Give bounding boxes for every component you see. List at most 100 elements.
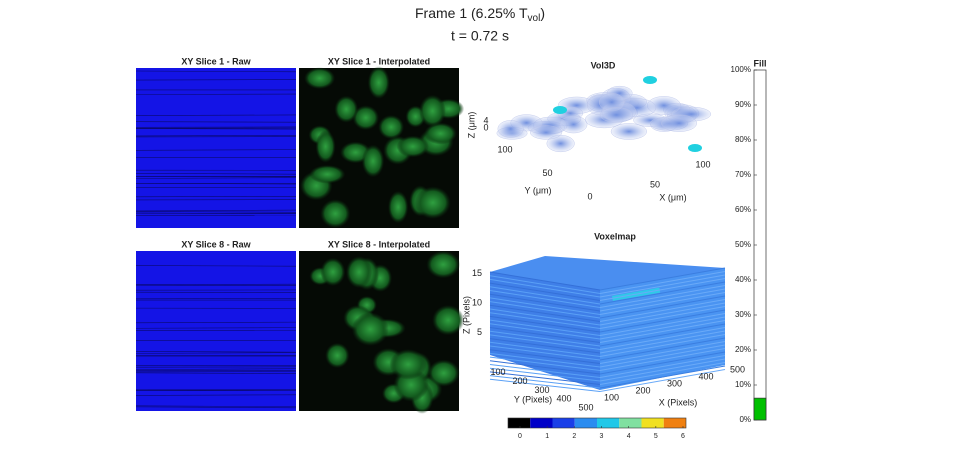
cell: [367, 66, 390, 99]
voxel-stripe: [489, 275, 601, 294]
voxel-stripe: [489, 378, 601, 392]
colorbar-tick-label: 0: [518, 433, 522, 440]
scan-line: [135, 177, 297, 179]
scan-line: [135, 134, 297, 137]
voxel-stripe: [489, 323, 601, 340]
fill-tick-label: 50%: [735, 240, 751, 249]
scan-line: [135, 372, 297, 374]
voxel-stripe: [599, 267, 726, 291]
voxel-stripe: [599, 281, 726, 305]
scan-line: [135, 183, 297, 185]
title-subscript: vol: [528, 13, 541, 24]
slice-images: XY Slice 1 - Raw XY Slice 1 - Interpolate…: [135, 56, 465, 414]
voxel-stripe: [489, 330, 601, 347]
y-tick-label: 100: [497, 144, 512, 154]
x-tick-label: 100: [604, 392, 619, 402]
cell: [378, 114, 405, 140]
voxel-stripe: [599, 362, 726, 385]
vol3d-title: Vol3D: [591, 60, 616, 70]
voxel-stripe: [599, 358, 726, 382]
y-tick-label: 100: [490, 367, 505, 377]
z-tick-label: 0: [483, 122, 488, 132]
cell: [424, 122, 457, 145]
voxelmap-plot: Voxelmap 5 10 15 100 200 300 400 500 100 200 300 400…: [461, 231, 745, 412]
cell: [320, 257, 346, 287]
scan-line: [135, 114, 297, 116]
colorbar-tick-label: 1: [545, 433, 549, 440]
z-tick-label: 10: [472, 297, 482, 307]
voxel-stripe: [489, 308, 601, 326]
voxel-stripe: [599, 334, 726, 357]
cell: [419, 94, 446, 128]
colorbar-segment: [619, 418, 642, 428]
voxel-stripe: [489, 312, 601, 329]
cell: [361, 144, 385, 178]
voxel-stripe: [599, 369, 726, 392]
voxel-stripe: [599, 355, 726, 378]
hot-spot: [643, 76, 657, 84]
voxel-stripe: [489, 345, 601, 361]
scan-line: [135, 121, 297, 123]
scan-line: [135, 265, 297, 267]
z-tick-label: 15: [472, 268, 482, 278]
colorbar-tick-label: 6: [681, 433, 685, 440]
cell: [387, 190, 409, 224]
colorbar-tick-label: 4: [627, 433, 631, 440]
cell: [315, 130, 336, 163]
voxel-stripe: [599, 337, 726, 361]
scan-line: [135, 406, 297, 409]
voxel-stripe: [599, 295, 726, 319]
z-axis-label: Z (Pixels): [461, 296, 471, 334]
x-tick-label: 400: [698, 371, 713, 381]
fill-tick-label: 30%: [735, 310, 751, 319]
scan-line: [135, 321, 297, 324]
voxel-stripe: [489, 367, 601, 382]
fill-tick-label: 40%: [735, 275, 751, 284]
x-tick-label: 100: [695, 159, 710, 169]
title-close: ): [540, 5, 545, 21]
cell: [304, 67, 336, 90]
scan-line: [135, 394, 297, 396]
voxel-stripe: [599, 299, 726, 322]
colorbar-segment: [552, 418, 575, 428]
voxel-stripe: [489, 327, 601, 343]
slice-title: XY Slice 1 - Raw: [181, 56, 251, 66]
scan-line: [135, 327, 297, 329]
voxel-stripe: [599, 351, 726, 375]
y-axis-label: Y (Pixels): [514, 394, 552, 404]
scan-line: [135, 211, 297, 213]
fill-tick-label: 70%: [735, 170, 751, 179]
cell: [352, 105, 380, 131]
y-tick-label: 0: [587, 191, 592, 201]
cell-blob: [497, 120, 524, 138]
scan-line: [135, 405, 297, 408]
voxel-stripe: [599, 271, 726, 294]
voxel-stripe: [489, 352, 601, 368]
cell: [389, 349, 427, 380]
subtitle: t = 0.72 s: [451, 28, 509, 44]
x-axis-label: X (μm): [659, 192, 686, 202]
y-tick-label: 50: [542, 168, 552, 178]
cell: [427, 359, 460, 387]
voxel-stripe: [489, 371, 601, 385]
cell: [309, 165, 346, 184]
y-tick-label: 300: [534, 385, 549, 395]
colorbar-segment: [641, 418, 664, 428]
cell: [334, 95, 359, 123]
figure-title: Frame 1 (6.25% Tvol): [415, 5, 545, 24]
y-tick-label: 200: [512, 376, 527, 386]
raw-image: [136, 68, 296, 228]
voxel-stripe: [599, 341, 726, 364]
fill-tick-label: 90%: [735, 100, 751, 109]
x-tick-label: 200: [635, 385, 650, 395]
cell: [320, 199, 351, 229]
x-axis-label: X (Pixels): [659, 397, 698, 407]
voxel-stripe: [489, 304, 601, 322]
slice-title: XY Slice 8 - Interpolated: [328, 239, 430, 249]
scan-line: [135, 149, 297, 151]
voxel-stripe: [599, 306, 726, 329]
z-tick-label: 4: [483, 115, 488, 125]
colorbar-segment: [597, 418, 620, 428]
